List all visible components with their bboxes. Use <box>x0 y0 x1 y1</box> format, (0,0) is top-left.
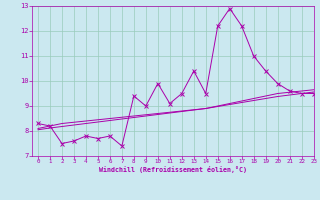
X-axis label: Windchill (Refroidissement éolien,°C): Windchill (Refroidissement éolien,°C) <box>99 166 247 173</box>
